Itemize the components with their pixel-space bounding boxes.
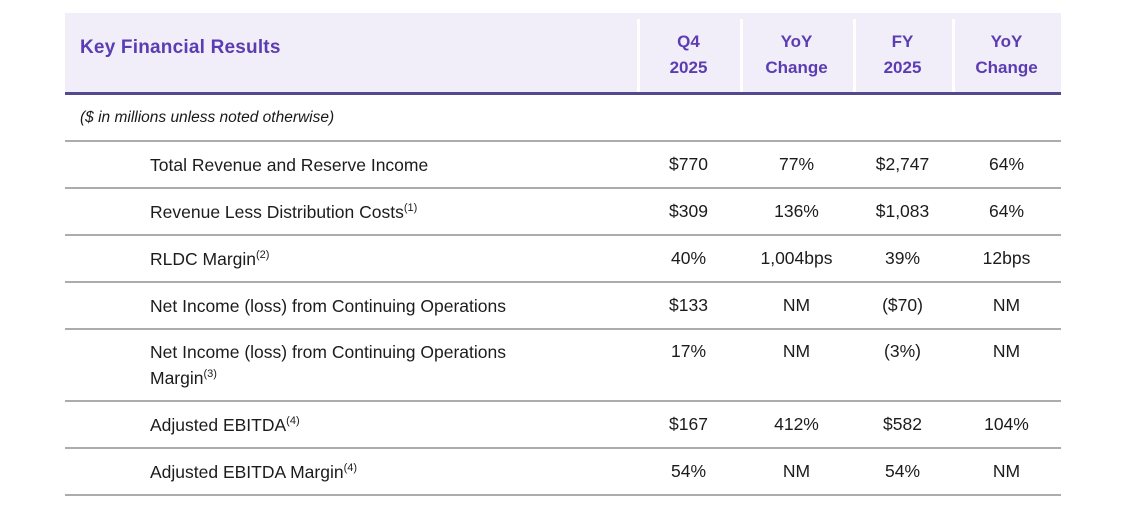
table-row: Net Income (loss) from Continuing Operat… [65, 283, 1061, 330]
table-header: Key Financial Results Q4 2025 YoY Change FY 2… [65, 13, 1061, 95]
row-value-3: 64% [988, 154, 1025, 174]
row-label: Total Revenue and Reserve Income [150, 155, 428, 175]
row-value-0: $309 [669, 201, 708, 221]
row-value-0: 54% [670, 461, 707, 481]
row-label-text: Net Income (loss) from Continuing Operat… [150, 295, 506, 316]
row-value-1: 412% [774, 414, 819, 434]
table-title-cell: Key Financial Results [65, 13, 637, 92]
row-value-1: NM [782, 341, 811, 361]
row-value-1: 1,004bps [760, 248, 833, 268]
table-row: RLDC Margin(2) 40% 1,004bps 39% 12bps [65, 236, 1061, 283]
row-label: Adjusted EBITDA Margin(4) [150, 462, 357, 482]
column-header-line1: YoY [990, 31, 1023, 51]
row-label-cell: Net Income (loss) from Continuing Operat… [65, 293, 637, 319]
row-value-3: NM [992, 341, 1021, 361]
row-label-cell: Net Income (loss) from Continuing Operat… [65, 339, 637, 391]
financial-results-table: Key Financial Results Q4 2025 YoY Change FY 2… [65, 13, 1061, 496]
table-row: Total Revenue and Reserve Income $770 77% $… [65, 142, 1061, 189]
row-value-3: NM [992, 461, 1021, 481]
row-label-cell: Total Revenue and Reserve Income [65, 152, 637, 178]
row-footnote-marker: (2) [256, 248, 270, 261]
column-header-line2: 2025 [883, 57, 922, 77]
row-value-1: 77% [778, 154, 815, 174]
table-row: Adjusted EBITDA Margin(4) 54% NM 54% NM [65, 449, 1061, 496]
table-row: Revenue Less Distribution Costs(1) $309 13… [65, 189, 1061, 236]
row-value-1: NM [782, 461, 811, 481]
row-label-text: Revenue Less Distribution Costs [150, 201, 404, 222]
column-header-3: YoY Change [952, 13, 1061, 92]
row-label: RLDC Margin(2) [150, 249, 269, 269]
row-value-0: $167 [669, 414, 708, 434]
row-label: Revenue Less Distribution Costs(1) [150, 202, 417, 222]
row-value-1: 136% [774, 201, 819, 221]
units-note: ($ in millions unless noted otherwise) [80, 108, 335, 126]
column-header-2: FY 2025 [853, 13, 952, 92]
row-footnote-marker: (1) [403, 201, 418, 214]
table-title: Key Financial Results [80, 36, 281, 58]
column-header-0: Q4 2025 [637, 13, 740, 92]
row-label-cell: Adjusted EBITDA(4) [65, 412, 637, 438]
row-label-text: RLDC Margin [150, 248, 256, 269]
row-value-3: 64% [988, 201, 1025, 221]
row-footnote-marker: (3) [203, 368, 217, 381]
row-value-2: ($70) [882, 295, 923, 315]
row-value-1: NM [782, 295, 811, 315]
row-label-cell: Revenue Less Distribution Costs(1) [65, 199, 637, 225]
row-label-cell: RLDC Margin(2) [65, 246, 637, 272]
row-value-2: $1,083 [875, 201, 930, 221]
table-body: Total Revenue and Reserve Income $770 77% $… [65, 140, 1061, 496]
row-footnote-marker: (4) [286, 414, 300, 427]
row-label-text: Adjusted EBITDA [150, 414, 287, 435]
row-value-3: 12bps [982, 248, 1031, 268]
column-header-line1: YoY [780, 31, 813, 51]
row-value-3: NM [992, 295, 1021, 315]
row-value-3: 104% [984, 414, 1029, 434]
row-value-2: 39% [884, 248, 921, 268]
row-value-0: 40% [670, 248, 707, 268]
column-header-line2: Change [975, 57, 1038, 77]
column-header-line1: FY [891, 31, 914, 51]
table-row: Adjusted EBITDA(4) $167 412% $582 104% [65, 402, 1061, 449]
row-label: Adjusted EBITDA(4) [150, 415, 300, 435]
row-label-text: Adjusted EBITDA Margin [150, 461, 344, 482]
column-header-1: YoY Change [740, 13, 853, 92]
row-label-text: Net Income (loss) from Continuing Operat… [150, 342, 506, 388]
row-value-0: $770 [669, 154, 708, 174]
row-label-text: Total Revenue and Reserve Income [150, 154, 429, 175]
row-value-2: $582 [883, 414, 922, 434]
column-header-line2: 2025 [669, 57, 708, 77]
column-header-line1: Q4 [677, 31, 700, 51]
row-value-0: $133 [669, 295, 708, 315]
row-value-0: 17% [670, 341, 707, 361]
table-row: Net Income (loss) from Continuing Operat… [65, 330, 1061, 402]
row-value-2: 54% [884, 461, 921, 481]
column-header-line2: Change [765, 57, 828, 77]
row-label: Net Income (loss) from Continuing Operat… [150, 339, 550, 391]
row-label-cell: Adjusted EBITDA Margin(4) [65, 459, 637, 485]
row-footnote-marker: (4) [343, 461, 358, 474]
row-value-2: $2,747 [875, 154, 930, 174]
row-value-2: (3%) [884, 341, 921, 361]
row-label: Net Income (loss) from Continuing Operat… [150, 296, 506, 316]
